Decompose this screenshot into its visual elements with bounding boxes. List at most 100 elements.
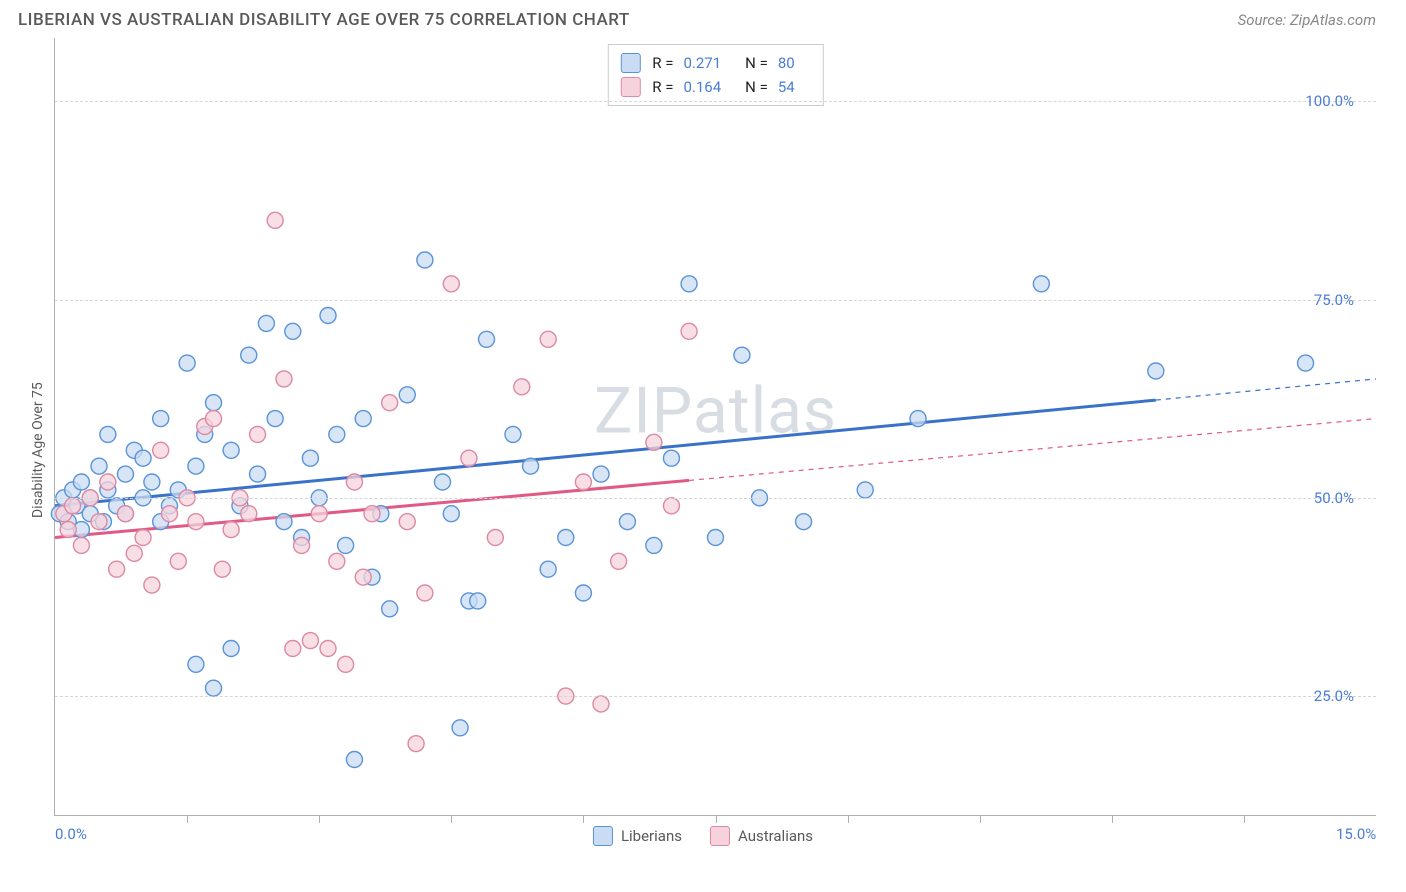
data-point <box>575 585 591 601</box>
data-point <box>593 696 609 712</box>
data-point <box>663 498 679 514</box>
data-point <box>73 474 89 490</box>
data-point <box>206 680 222 696</box>
data-point <box>311 506 327 522</box>
data-point <box>223 641 239 657</box>
plot-area: ZIPatlas R =0.271N =80R =0.164N =54 25.0… <box>54 38 1376 816</box>
data-point <box>796 514 812 530</box>
gridline <box>55 101 1376 102</box>
data-point <box>452 720 468 736</box>
data-point <box>417 585 433 601</box>
data-point <box>382 395 398 411</box>
data-point <box>223 442 239 458</box>
legend-r-value: 0.271 <box>683 54 721 72</box>
data-point <box>461 450 477 466</box>
data-point <box>250 426 266 442</box>
data-point <box>346 752 362 768</box>
legend-item: Liberians <box>593 826 682 846</box>
legend-stat-row: R = 0.271 N = 80 <box>620 51 810 75</box>
data-point <box>285 323 301 339</box>
data-point <box>408 736 424 752</box>
data-point <box>355 569 371 585</box>
data-point <box>117 466 133 482</box>
data-point <box>364 506 380 522</box>
data-point <box>646 434 662 450</box>
legend-stat-row: R = 0.164 N = 54 <box>620 75 810 99</box>
data-point <box>443 506 459 522</box>
data-point <box>294 537 310 553</box>
legend-series-name: Liberians <box>621 827 682 845</box>
data-point <box>540 331 556 347</box>
data-point <box>857 482 873 498</box>
y-axis-label: Disability Age Over 75 <box>30 382 46 518</box>
data-point <box>285 641 301 657</box>
legend-r-label: R = <box>652 78 673 96</box>
source-attribution: Source: ZipAtlas.com <box>1238 11 1376 29</box>
data-point <box>126 545 142 561</box>
data-point <box>100 426 116 442</box>
x-tick <box>716 815 717 823</box>
data-point <box>144 577 160 593</box>
data-point <box>681 276 697 292</box>
data-point <box>276 514 292 530</box>
data-point <box>663 450 679 466</box>
scatter-svg <box>55 38 1376 815</box>
x-axis-label: 15.0% <box>1336 825 1376 843</box>
legend-series-name: Australians <box>738 827 813 845</box>
legend-r-label: R = <box>652 54 673 72</box>
legend-swatch <box>620 53 640 73</box>
legend-n-label: N = <box>745 78 768 96</box>
legend-swatch <box>593 826 613 846</box>
data-point <box>100 474 116 490</box>
data-point <box>206 411 222 427</box>
data-point <box>338 656 354 672</box>
data-point <box>117 506 133 522</box>
data-point <box>188 458 204 474</box>
data-point <box>135 530 151 546</box>
data-point <box>320 641 336 657</box>
data-point <box>646 537 662 553</box>
data-point <box>523 458 539 474</box>
x-tick <box>848 815 849 823</box>
legend-item: Australians <box>710 826 813 846</box>
data-point <box>91 458 107 474</box>
data-point <box>60 522 76 538</box>
x-tick <box>583 815 584 823</box>
chart-container: Disability Age Over 75 ZIPatlas R =0.271… <box>18 38 1388 858</box>
legend-swatch <box>710 826 730 846</box>
data-point <box>73 537 89 553</box>
data-point <box>734 347 750 363</box>
data-point <box>329 426 345 442</box>
data-point <box>65 498 81 514</box>
data-point <box>681 323 697 339</box>
data-point <box>179 355 195 371</box>
data-point <box>399 514 415 530</box>
data-point <box>399 387 415 403</box>
data-point <box>910 411 926 427</box>
data-point <box>135 450 151 466</box>
data-point <box>1148 363 1164 379</box>
data-point <box>161 506 177 522</box>
data-point <box>417 252 433 268</box>
data-point <box>153 411 169 427</box>
legend-n-value: 80 <box>778 54 795 72</box>
data-point <box>540 561 556 577</box>
x-tick <box>980 815 981 823</box>
data-point <box>558 530 574 546</box>
data-point <box>593 466 609 482</box>
y-tick-label: 100.0% <box>1305 92 1354 110</box>
data-point <box>382 601 398 617</box>
legend-n-value: 54 <box>778 78 795 96</box>
data-point <box>514 379 530 395</box>
data-point <box>267 411 283 427</box>
data-point <box>267 212 283 228</box>
legend-r-value: 0.164 <box>683 78 721 96</box>
data-point <box>505 426 521 442</box>
data-point <box>302 450 318 466</box>
data-point <box>1033 276 1049 292</box>
data-point <box>258 315 274 331</box>
data-point <box>109 561 125 577</box>
data-point <box>241 506 257 522</box>
legend-n-label: N = <box>745 54 768 72</box>
y-tick-label: 75.0% <box>1314 291 1354 309</box>
